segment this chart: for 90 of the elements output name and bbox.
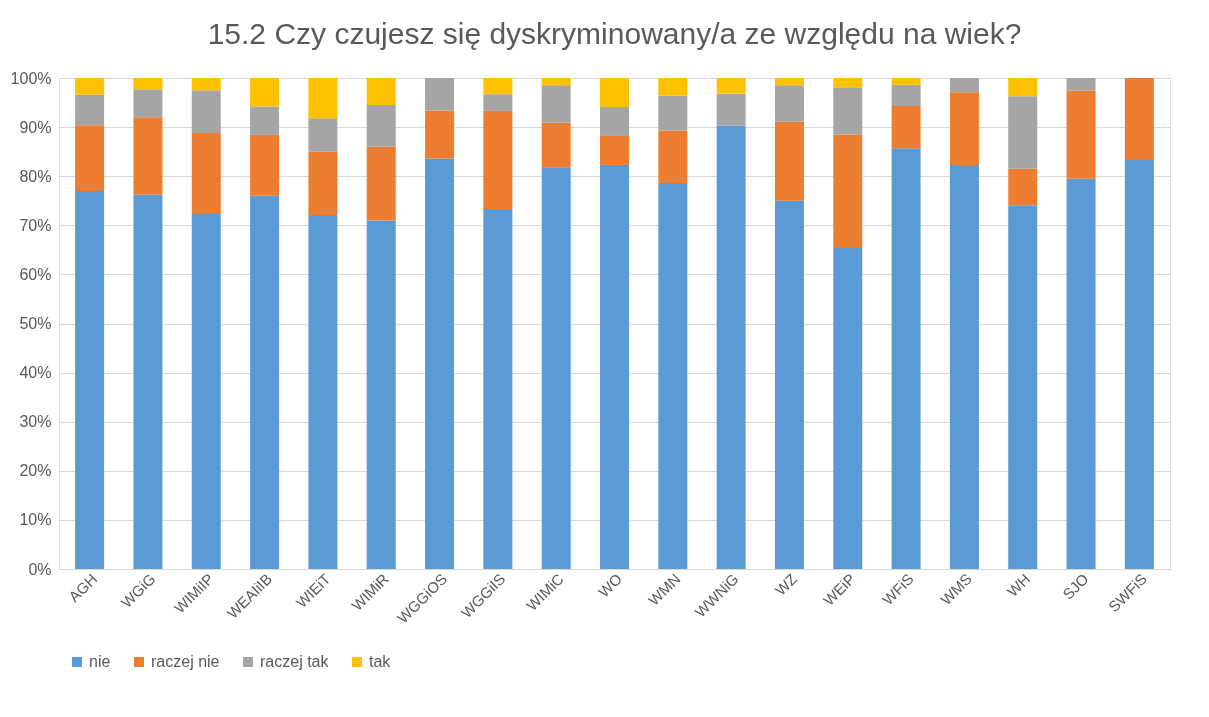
bar [658,130,688,184]
x-tick-label: WH [1003,570,1034,600]
bar [774,78,804,86]
bar [891,105,921,149]
y-tick-label: 60% [19,265,52,283]
bar [658,95,688,131]
legend-label: raczej nie [151,653,220,670]
bar [1008,96,1038,169]
bar [716,93,746,126]
bar [833,87,863,135]
bar [191,78,221,91]
bar [541,122,571,168]
bar [133,194,163,569]
bar [425,110,455,159]
x-tick-label: WO [594,570,626,601]
bar [600,106,629,136]
bar [483,110,513,210]
y-tick-label: 100% [10,69,52,87]
bar [774,121,804,201]
bar [366,78,396,106]
bar [191,90,221,133]
bar [250,134,280,196]
bar [1008,78,1038,97]
bar [541,78,571,86]
bar [891,148,921,569]
bar [75,78,105,95]
bar [600,78,629,107]
bar [1066,178,1096,569]
x-tick-label: SJO [1059,570,1092,603]
bar [541,167,571,569]
y-tick-label: 40% [19,364,52,382]
bar [308,118,338,152]
bar [308,214,338,569]
x-tick-label: WZ [771,570,801,599]
bar [191,213,221,569]
bar [483,78,513,95]
bar [949,164,979,569]
bar [366,105,396,147]
bar [891,78,921,85]
bar [308,151,338,215]
bar [1008,205,1038,569]
bar [833,247,863,569]
bar [250,78,280,107]
bar [1124,78,1154,160]
bar [716,125,746,569]
legend-label: tak [369,653,392,670]
bar [133,89,163,118]
bar [774,85,804,122]
bar [658,78,688,96]
bar [891,84,921,106]
bar [250,106,280,135]
bar [366,220,396,569]
bar [483,209,513,569]
y-tick-label: 30% [19,413,52,431]
bar [75,94,105,126]
bar [1066,90,1096,179]
bar [949,78,979,93]
bar [308,78,338,119]
bar [483,94,513,111]
bar [191,132,221,214]
bar [75,190,105,569]
bar [949,92,979,165]
bar [658,183,688,569]
y-tick-label: 80% [19,167,52,185]
bar [250,195,280,569]
bar [75,125,105,191]
y-tick-label: 0% [28,560,52,578]
bar [833,134,863,248]
bar [774,200,804,569]
y-tick-label: 20% [19,462,52,480]
y-tick-label: 90% [19,118,52,136]
y-tick-label: 10% [19,511,52,529]
bar [1008,168,1038,206]
bar [133,78,163,90]
bar [600,164,629,569]
bar [716,78,746,94]
y-tick-label: 50% [19,315,52,332]
legend-label: raczej tak [260,653,330,670]
bar [541,85,571,123]
bar [1124,160,1154,569]
bar [133,117,163,195]
bar [833,78,863,88]
bar [600,135,629,165]
bar [1066,78,1096,91]
y-tick-label: 70% [19,216,52,234]
bar [425,78,455,111]
legend-label: nie [89,653,111,670]
bar [425,158,455,569]
chart-title: 15.2 Czy czujesz się dyskryminowany/a ze względu na wiek? [207,17,1022,50]
bar [366,146,396,221]
